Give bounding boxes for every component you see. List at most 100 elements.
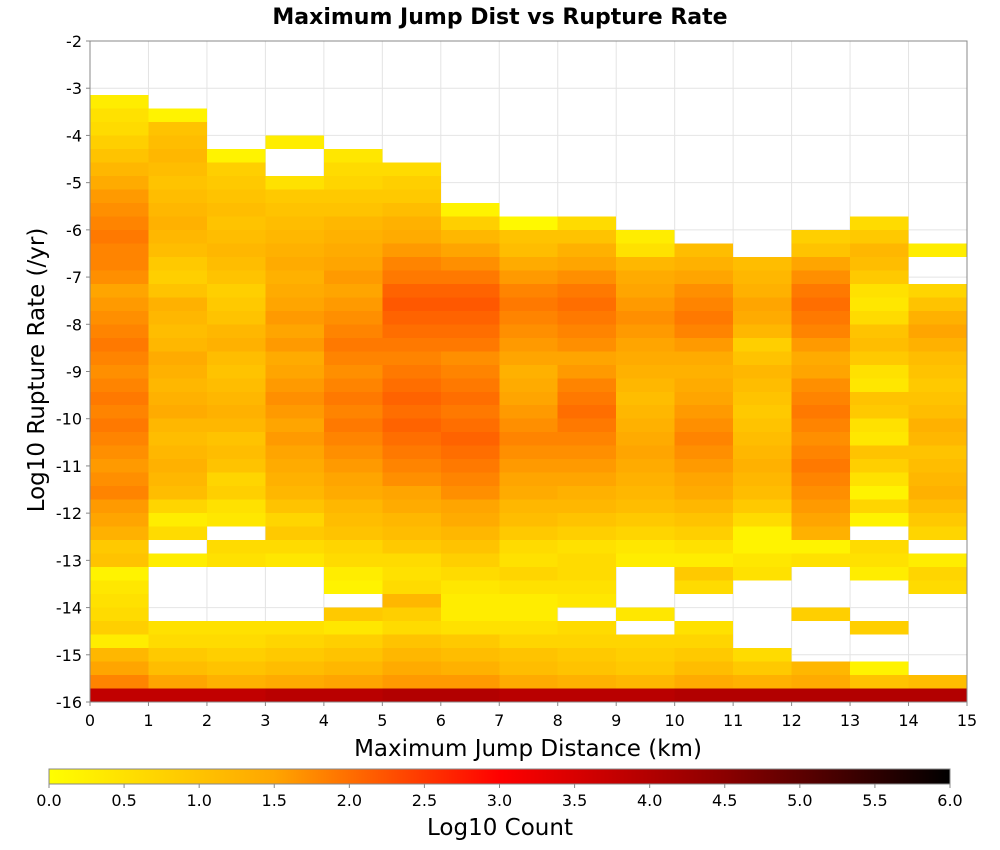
- heatmap-cell: [674, 243, 734, 257]
- heatmap-cell: [323, 378, 383, 392]
- heatmap-cell: [440, 553, 500, 568]
- heatmap-cell: [557, 391, 617, 406]
- colorbar-tick-label: 0.5: [111, 791, 136, 810]
- heatmap-cell: [323, 283, 383, 298]
- heatmap-cell: [791, 229, 851, 244]
- heatmap-cell: [382, 189, 441, 203]
- heatmap-cell: [90, 526, 149, 541]
- heatmap-cell: [733, 459, 792, 473]
- heatmap-cell: [557, 553, 617, 568]
- heatmap-cell: [557, 513, 617, 527]
- heatmap-cell: [440, 337, 500, 352]
- heatmap-cell: [90, 243, 149, 257]
- heatmap-cell: [616, 378, 675, 392]
- heatmap-cell: [791, 675, 851, 689]
- heatmap-cell: [674, 418, 734, 433]
- heatmap-cell: [206, 378, 266, 392]
- heatmap-cell: [499, 540, 558, 554]
- heatmap-cell: [616, 499, 675, 514]
- heatmap-cell: [90, 486, 149, 500]
- heatmap-cell: [908, 472, 967, 487]
- heatmap-cell: [90, 202, 149, 217]
- heatmap-cell: [616, 243, 675, 257]
- heatmap-cell: [733, 310, 792, 325]
- heatmap-cell: [382, 661, 441, 676]
- heatmap-cell: [382, 229, 441, 244]
- heatmap-cell: [440, 486, 500, 500]
- heatmap-cell: [323, 162, 383, 176]
- heatmap-cell: [206, 229, 266, 244]
- heatmap-cell: [674, 337, 734, 352]
- heatmap-cell: [323, 675, 383, 689]
- y-tick-label: -5: [66, 174, 82, 193]
- heatmap-cell: [557, 229, 617, 244]
- heatmap-cell: [382, 459, 441, 473]
- heatmap-cell: [323, 270, 383, 284]
- heatmap-cell: [791, 243, 851, 257]
- heatmap-cell: [382, 337, 441, 352]
- heatmap-cell: [265, 661, 324, 676]
- heatmap-cell: [323, 540, 383, 554]
- heatmap-cell: [382, 540, 441, 554]
- heatmap-cell: [499, 567, 558, 581]
- heatmap-cell: [382, 472, 441, 487]
- y-tick-label: -11: [56, 457, 82, 476]
- x-tick-label: 0: [85, 711, 95, 730]
- heatmap-cell: [850, 324, 909, 338]
- heatmap-cell: [674, 310, 734, 325]
- heatmap-cell: [499, 351, 558, 365]
- heatmap-cell: [440, 405, 500, 419]
- heatmap-cell: [148, 405, 207, 419]
- heatmap-cell: [206, 351, 266, 365]
- heatmap-cell: [733, 324, 792, 338]
- heatmap-cell: [265, 418, 324, 433]
- heatmap-cell: [148, 486, 207, 500]
- heatmap-cell: [265, 175, 324, 190]
- y-tick-label: -4: [66, 126, 82, 145]
- heatmap-cell: [440, 378, 500, 392]
- heatmap-cell: [323, 472, 383, 487]
- heatmap-cell: [674, 405, 734, 419]
- heatmap-cell: [323, 486, 383, 500]
- x-tick-label: 9: [611, 711, 621, 730]
- heatmap-cell: [733, 445, 792, 460]
- heatmap-cell: [265, 553, 324, 568]
- heatmap-cell: [323, 418, 383, 433]
- heatmap-cell: [148, 324, 207, 338]
- heatmap-cell: [206, 391, 266, 406]
- heatmap-cell: [323, 324, 383, 338]
- heatmap-cell: [440, 540, 500, 554]
- y-tick-label: -16: [56, 693, 82, 712]
- y-tick-label: -6: [66, 221, 82, 240]
- heatmap-cell: [148, 297, 207, 311]
- y-tick-label: -8: [66, 315, 82, 334]
- heatmap-cell: [206, 162, 266, 176]
- heatmap-cell: [148, 513, 207, 527]
- heatmap-cell: [850, 472, 909, 487]
- heatmap-cell: [499, 337, 558, 352]
- heatmap-cell: [557, 216, 617, 230]
- heatmap-cell: [90, 216, 149, 230]
- heatmap-cell: [206, 418, 266, 433]
- heatmap-cell: [206, 175, 266, 190]
- heatmap-cell: [148, 108, 207, 122]
- heatmap-cell: [90, 459, 149, 473]
- heatmap-cell: [908, 459, 967, 473]
- heatmap-cell: [908, 526, 967, 541]
- heatmap-cell: [908, 324, 967, 338]
- heatmap-cell: [382, 594, 441, 608]
- heatmap-cell: [440, 472, 500, 487]
- heatmap-cell: [90, 148, 149, 163]
- heatmap-cell: [850, 432, 909, 446]
- heatmap-cell: [616, 283, 675, 298]
- heatmap-cell: [265, 337, 324, 352]
- heatmap-cell: [265, 472, 324, 487]
- x-axis-label: Maximum Jump Distance (km): [354, 736, 702, 762]
- heatmap-cell: [850, 297, 909, 311]
- heatmap-cell: [148, 432, 207, 446]
- heatmap-cell: [382, 391, 441, 406]
- heatmap-cell: [557, 256, 617, 271]
- heatmap-cell: [557, 499, 617, 514]
- heatmap-cell: [499, 405, 558, 419]
- heatmap-cell: [323, 405, 383, 419]
